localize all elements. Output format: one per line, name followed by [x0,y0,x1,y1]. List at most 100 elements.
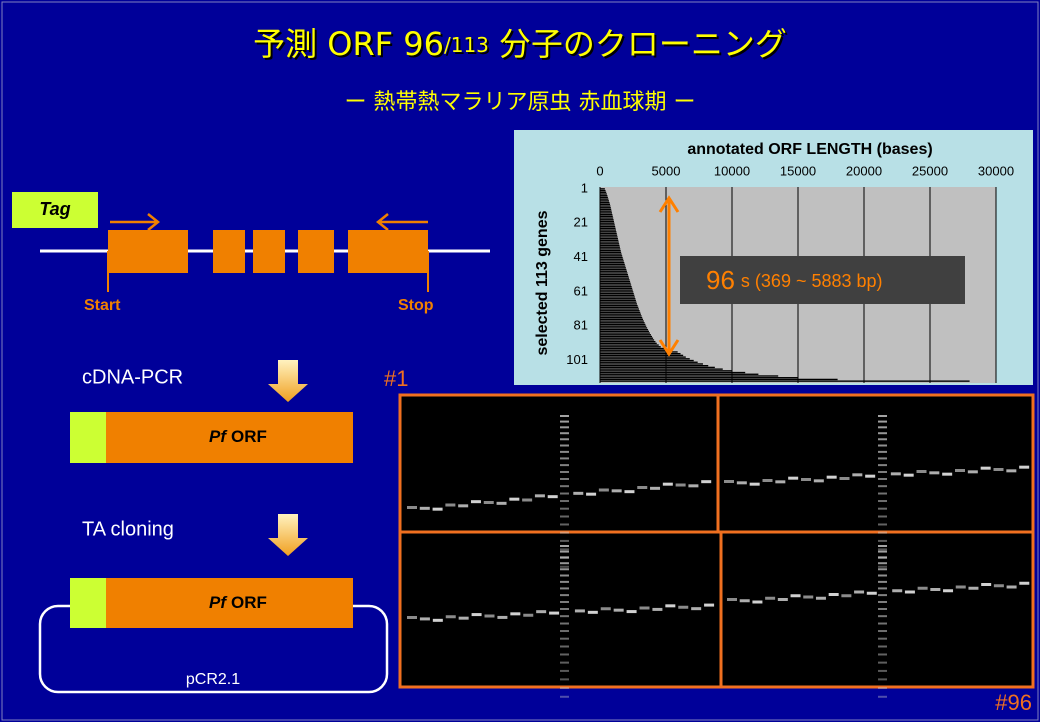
gel-band [994,584,1004,587]
gel-band [829,593,839,596]
gel-band [536,610,546,613]
gel-band [752,601,762,604]
ladder-band [878,594,887,596]
vector-label: pCR2.1 [186,671,240,688]
bar [600,277,629,278]
bar [600,255,622,256]
bar [600,221,614,222]
slide-subtitle: ー 熱帯熱マラリア原虫 赤血球期 ー [345,90,696,115]
gel-band [852,473,862,476]
gel-band [1006,469,1016,472]
ladder-band [560,548,569,550]
gel-band [627,610,637,613]
bar [600,245,620,246]
ladder-band [560,581,569,583]
ladder-band [560,438,569,440]
ladder-band [878,646,887,648]
bar [600,355,683,356]
orf-text: ORF [231,427,267,446]
gel-band [737,481,747,484]
bar [600,368,723,369]
bar [600,313,641,314]
gel-band [724,480,734,483]
gel-band [485,615,495,618]
ladder-band [560,421,569,423]
gel-band [840,477,850,480]
bar [600,216,613,217]
ladder-band [878,601,887,603]
bar [600,209,611,210]
bar [600,241,619,242]
ladder-band [560,551,569,553]
bar [600,380,970,381]
gel-band [614,609,624,612]
gel-band [788,477,798,480]
bar [600,303,637,304]
ladder-band [878,615,887,617]
ladder-band [560,566,569,568]
orf-box [106,578,353,628]
bar [600,317,642,318]
bar [600,262,624,263]
gel-band [891,472,901,475]
gel-band [523,614,533,617]
bar [600,372,745,373]
gel-band [930,588,940,591]
gel-band [601,607,611,610]
ladder-band [560,670,569,672]
slide: 予測 ORF 96/113分子のクローニング ー 熱帯熱マラリア原虫 赤血球期 … [0,0,1040,722]
ladder-band [878,623,887,625]
gel-band [433,619,443,622]
bar [600,229,616,230]
ladder-band [560,532,569,534]
ladder-band [878,696,887,698]
ladder-band [560,646,569,648]
ladder-band [878,545,887,547]
ladder-band [878,421,887,423]
ladder-band [878,523,887,525]
gel-band [750,483,760,486]
bar [600,356,686,357]
bar [600,286,632,287]
gel-band [1019,582,1029,585]
gel-band [676,484,686,487]
ladder-band [560,562,569,564]
gel-band [420,617,430,620]
gel-band [586,493,596,496]
bar [600,320,644,321]
gel-band [678,606,688,609]
gel-band [1019,466,1029,469]
bar [600,338,653,339]
bar [600,324,645,325]
bar [600,192,606,193]
ladder-band [878,562,887,564]
bar [600,346,661,347]
y-tick-label: 81 [574,318,588,333]
ladder-band [560,587,569,589]
bar [600,195,607,196]
bar [600,264,625,265]
bar [600,284,631,285]
ladder-band [878,638,887,640]
annotation-detail: s (369 ~ 5883 bp) [741,271,883,291]
gel-band [865,475,875,478]
gel-band [968,470,978,473]
bar [600,265,625,266]
ladder-band [560,653,569,655]
y-tick-label: 101 [566,352,588,367]
bar [600,319,643,320]
gel-band [407,506,417,509]
ladder-band [560,451,569,453]
bar [600,253,622,254]
bar [600,238,618,239]
bar [600,272,627,273]
bar [600,377,798,378]
gel-band [612,489,622,492]
bar [600,310,640,311]
gel-band [549,612,559,615]
ladder-band [560,432,569,434]
gel-band [650,487,660,490]
bar [600,247,620,248]
bar [600,350,670,351]
bar [600,329,648,330]
